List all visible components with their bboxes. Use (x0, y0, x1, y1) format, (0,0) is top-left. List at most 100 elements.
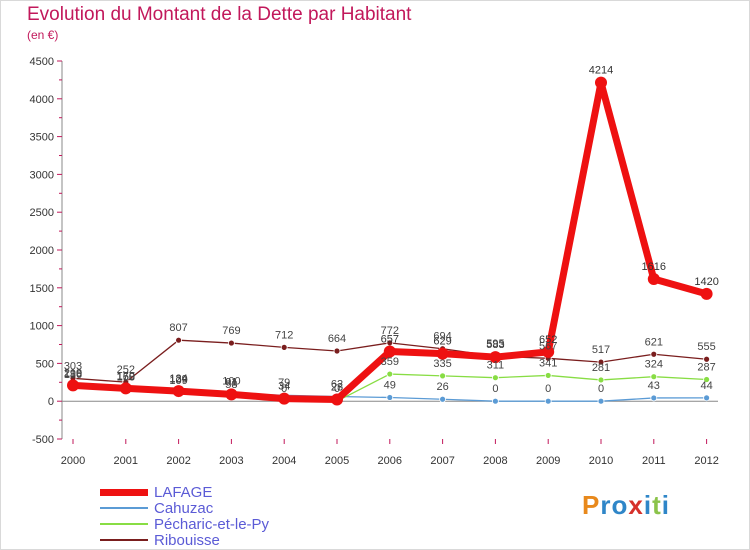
x-tick-label: 2004 (272, 455, 296, 467)
data-label: 186 (64, 369, 82, 381)
legend-swatch (100, 523, 148, 525)
data-label: 807 (169, 322, 187, 334)
data-point (439, 395, 447, 403)
data-point (650, 394, 658, 402)
y-tick-label: 2500 (30, 207, 54, 219)
data-label: 281 (592, 362, 610, 374)
data-point (383, 345, 396, 358)
data-point (544, 397, 552, 405)
legend-item: Ribouisse (100, 531, 220, 549)
data-point (436, 347, 449, 360)
data-point (333, 347, 341, 355)
logo-letter: i (643, 490, 653, 520)
data-point (227, 339, 235, 347)
y-tick-label: 2000 (30, 245, 54, 257)
legend-swatch (100, 539, 148, 541)
x-tick-label: 2005 (325, 455, 349, 467)
data-point (331, 393, 343, 406)
logo-letter: P (582, 490, 601, 520)
x-tick-label: 2002 (166, 455, 190, 467)
data-point (386, 370, 394, 378)
data-label: 252 (117, 364, 135, 376)
data-label: 109 (169, 375, 187, 387)
data-label: 49 (384, 379, 396, 391)
data-label: 772 (381, 325, 399, 337)
data-label: 595 (486, 338, 504, 350)
data-label: 0 (492, 383, 498, 395)
legend-label: Ribouisse (154, 531, 220, 549)
data-point (703, 355, 710, 363)
data-point (597, 397, 605, 405)
data-label: 335 (433, 358, 451, 370)
data-label: 0 (598, 383, 604, 395)
data-label: 583 (486, 339, 504, 351)
data-label: 629 (433, 336, 451, 348)
data-point (491, 397, 499, 405)
y-tick-label: 4000 (30, 94, 54, 106)
data-label: 303 (64, 360, 82, 372)
data-label: 341 (539, 357, 557, 369)
data-point (119, 382, 132, 395)
x-tick-label: 2000 (61, 455, 85, 467)
y-tick-label: 1000 (30, 321, 54, 333)
data-point (489, 351, 502, 364)
x-tick-label: 2006 (378, 455, 402, 467)
x-tick-label: 2001 (114, 455, 138, 467)
data-label: 712 (275, 329, 293, 341)
data-point (542, 345, 555, 358)
data-label: 1616 (642, 261, 666, 273)
x-tick-label: 2010 (589, 455, 613, 467)
data-label: 567 (539, 340, 557, 352)
data-label: 198 (64, 368, 82, 380)
legend-item: LAFAGE (100, 483, 213, 501)
y-tick-label: 0 (48, 396, 54, 408)
data-point (280, 343, 288, 351)
data-label: 517 (592, 344, 610, 356)
data-label: 0 (334, 383, 340, 395)
data-label: 555 (697, 341, 715, 353)
data-label: 158 (117, 371, 135, 383)
data-point (597, 376, 605, 384)
chart-subtitle: (en €) (27, 28, 59, 42)
y-tick-label: 1500 (30, 283, 54, 295)
data-point (67, 379, 79, 392)
data-label: 34 (278, 381, 290, 393)
data-label: 359 (381, 356, 399, 368)
data-label: 311 (487, 360, 505, 372)
data-point (700, 287, 713, 300)
data-label: 210 (64, 367, 82, 379)
data-label: 26 (436, 381, 448, 393)
x-tick-label: 2003 (219, 455, 243, 467)
x-tick-label: 2009 (536, 455, 560, 467)
data-label: 62 (331, 379, 343, 391)
legend-swatch (100, 507, 148, 509)
x-tick-label: 2011 (642, 455, 666, 467)
data-label: 23 (331, 381, 343, 393)
data-label: 324 (645, 359, 663, 371)
data-point (386, 394, 394, 401)
x-tick-label: 2012 (694, 455, 718, 467)
chart-title: Evolution du Montant de la Dette par Hab… (27, 4, 412, 25)
data-point (225, 388, 238, 401)
x-tick-label: 2007 (430, 455, 454, 467)
legend-label: Pécharic-et-le-Py (154, 515, 270, 533)
data-label: 4214 (589, 65, 613, 77)
data-label: 652 (539, 334, 557, 346)
x-tick-label: 2008 (483, 455, 507, 467)
y-tick-label: -500 (32, 434, 54, 446)
data-point (439, 372, 447, 380)
legend-label: LAFAGE (154, 483, 213, 501)
logo-letter: t (652, 490, 662, 520)
logo-letter: r (600, 490, 612, 520)
data-point (647, 273, 660, 286)
data-label: 91 (225, 376, 237, 388)
data-point (650, 373, 658, 381)
data-point (703, 394, 710, 402)
data-label: 58 (225, 379, 237, 391)
data-label: 160 (117, 371, 135, 383)
logo-letter: i (661, 490, 670, 520)
data-label: 43 (648, 380, 660, 392)
data-point (491, 374, 499, 382)
